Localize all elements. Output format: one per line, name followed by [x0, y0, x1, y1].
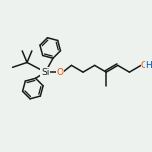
Text: Si: Si: [41, 68, 50, 77]
Text: H: H: [145, 61, 152, 70]
Text: O: O: [141, 61, 148, 70]
Text: O: O: [56, 68, 63, 77]
